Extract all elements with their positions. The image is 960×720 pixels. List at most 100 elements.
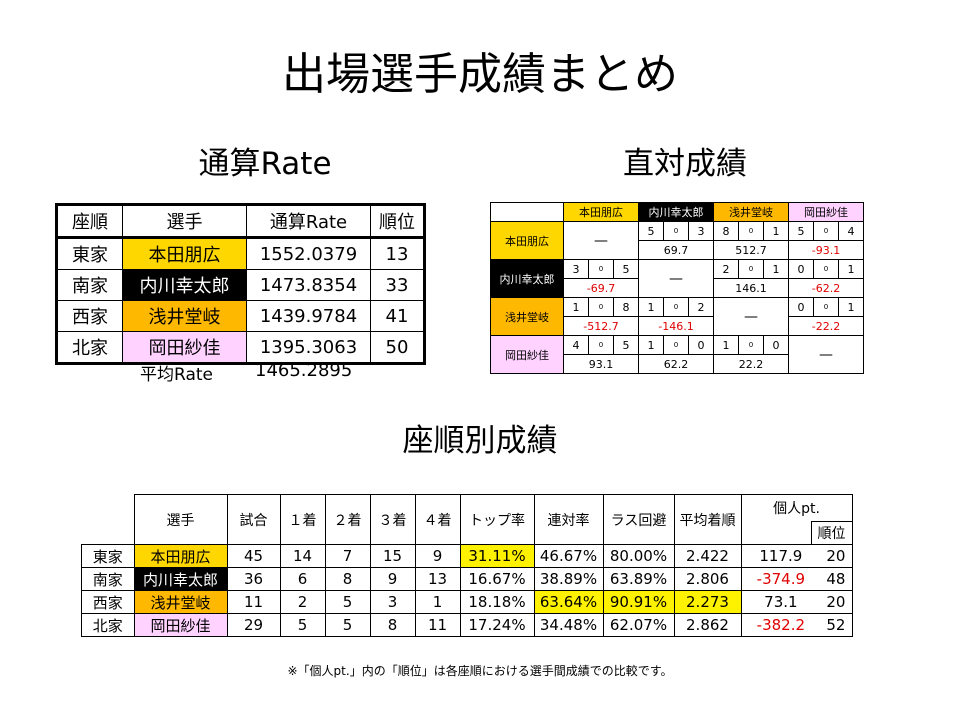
rate-player: 本田朋広 <box>122 237 247 270</box>
seat-cell-avg: 2.862 <box>673 613 742 637</box>
rate-header-player: 選手 <box>122 204 247 239</box>
h2h-draws: 0 <box>588 298 614 316</box>
h2h-col-player: 浅井堂岐 <box>713 202 789 222</box>
h2h-wins: 5 <box>797 224 805 238</box>
h2h-cell: 1 0 0 62.2 <box>638 335 714 374</box>
seat-heading: 座順別成績 <box>402 423 558 459</box>
seat-cell-rentai: 46.67% <box>533 544 604 568</box>
h2h-draws: 0 <box>813 260 839 278</box>
h2h-draws: 0 <box>813 222 839 240</box>
h2h-cell: 1 0 2 -146.1 <box>638 297 714 336</box>
h2h-draws: 0 <box>663 336 689 354</box>
seat-cell-lasu: 62.07% <box>602 613 675 637</box>
rate-seat: 南家 <box>56 269 123 301</box>
h2h-cell: 5 0 4 -93.1 <box>788 221 864 260</box>
seat-header: 選手 <box>133 494 228 545</box>
seat-cell-top: 16.67% <box>459 567 535 591</box>
h2h-col-player: 内川幸太郎 <box>638 202 714 222</box>
seat-cell-pt: 117.9 <box>740 544 821 568</box>
seat-cell-player: 内川幸太郎 <box>133 567 228 591</box>
h2h-col-player: 本田朋広 <box>563 202 639 222</box>
h2h-cell: 4 0 5 93.1 <box>563 335 639 374</box>
h2h-self-cell: — <box>638 259 714 298</box>
h2h-draws: 0 <box>588 336 614 354</box>
seat-label: 東家 <box>81 544 135 568</box>
seat-cell-rank: 20 <box>820 590 853 614</box>
rate-rank: 33 <box>370 269 425 301</box>
seat-cell-p4: 1 <box>414 590 461 614</box>
seat-cell-pt: -374.9 <box>740 567 821 591</box>
seat-cell-top: 31.11% <box>459 544 535 568</box>
h2h-wins: 4 <box>572 338 580 352</box>
rate-player: 内川幸太郎 <box>122 269 247 301</box>
h2h-points: 62.2 <box>663 357 689 371</box>
seat-cell-top: 18.18% <box>459 590 535 614</box>
seat-header: 連対率 <box>533 494 604 545</box>
seat-cell-p2: 7 <box>324 544 371 568</box>
seat-cell-games: 11 <box>226 590 281 614</box>
seat-cell-lasu: 80.00% <box>602 544 675 568</box>
seat-cell-p4: 9 <box>414 544 461 568</box>
rate-seat: 東家 <box>56 237 123 270</box>
seat-header: ラス回避 <box>602 494 675 545</box>
page-title: 出場選手成績まとめ <box>282 49 678 100</box>
seat-cell-p2: 5 <box>324 590 371 614</box>
seat-cell-p3: 3 <box>369 590 416 614</box>
seat-cell-rank: 48 <box>820 567 853 591</box>
h2h-wins: 3 <box>572 262 580 276</box>
h2h-draws: 0 <box>738 336 764 354</box>
h2h-table: 本田朋広 内川幸太郎 浅井堂岐 岡田紗佳 本田朋広 —5 0 3 69.7 8 0 1 512.7 5 0 4… <box>490 202 864 374</box>
seat-cell-p3: 9 <box>369 567 416 591</box>
seat-cell-rentai: 38.89% <box>533 567 604 591</box>
avg-rate-label: 平均Rate <box>140 365 213 385</box>
h2h-losses: 0 <box>697 338 705 352</box>
h2h-cell: 0 0 1 -22.2 <box>788 297 864 336</box>
rank-header-label: 順位 <box>810 520 852 544</box>
h2h-points: -512.7 <box>583 319 619 333</box>
h2h-losses: 1 <box>847 300 855 314</box>
h2h-self-cell: — <box>713 297 789 336</box>
h2h-self-cell: — <box>563 221 639 260</box>
h2h-losses: 1 <box>772 262 780 276</box>
h2h-row-player: 浅井堂岐 <box>490 297 564 336</box>
seat-cell-rentai: 63.64% <box>533 590 604 614</box>
seat-cell-avg: 2.422 <box>673 544 742 568</box>
h2h-losses: 8 <box>622 300 630 314</box>
rate-header-seat: 座順 <box>56 204 123 239</box>
seat-cell-player: 岡田紗佳 <box>133 613 228 637</box>
h2h-cell: 2 0 1 146.1 <box>713 259 789 298</box>
rate-table: 座順 選手 通算Rate 順位 東家 本田朋広 1552.0379 13 南家 … <box>55 203 426 365</box>
seat-cell-games: 29 <box>226 613 281 637</box>
h2h-wins: 0 <box>797 300 805 314</box>
h2h-losses: 1 <box>772 224 780 238</box>
seat-cell-rank: 52 <box>820 613 853 637</box>
seat-cell-lasu: 63.89% <box>602 567 675 591</box>
h2h-points: -22.2 <box>811 319 841 333</box>
rate-value: 1473.8354 <box>246 269 371 301</box>
h2h-draws: 0 <box>663 298 689 316</box>
seat-header: 平均着順 <box>673 494 742 545</box>
seat-cell-avg: 2.273 <box>673 590 742 614</box>
h2h-points: -93.1 <box>811 243 841 257</box>
seat-header: １着 <box>279 494 326 545</box>
seat-header: ３着 <box>369 494 416 545</box>
seat-cell-p3: 8 <box>369 613 416 637</box>
seat-label: 北家 <box>81 613 135 637</box>
h2h-cell: 8 0 1 512.7 <box>713 221 789 260</box>
h2h-wins: 2 <box>722 262 730 276</box>
seat-cell-lasu: 90.91% <box>602 590 675 614</box>
seat-cell-p1: 2 <box>279 590 326 614</box>
h2h-losses: 2 <box>697 300 705 314</box>
footnote: ※「個人pt.」内の「順位」は各座順における選手間成績での比較です。 <box>287 664 673 678</box>
rate-player: 岡田紗佳 <box>122 331 247 364</box>
seat-cell-p4: 13 <box>414 567 461 591</box>
h2h-cell: 3 0 5 -69.7 <box>563 259 639 298</box>
h2h-cell: 5 0 3 69.7 <box>638 221 714 260</box>
rate-seat: 北家 <box>56 331 123 364</box>
seat-header: ４着 <box>414 494 461 545</box>
h2h-points: -62.2 <box>811 281 841 295</box>
h2h-draws: 0 <box>588 260 614 278</box>
h2h-points: -146.1 <box>658 319 694 333</box>
h2h-points: 22.2 <box>738 357 764 371</box>
h2h-wins: 1 <box>647 338 655 352</box>
